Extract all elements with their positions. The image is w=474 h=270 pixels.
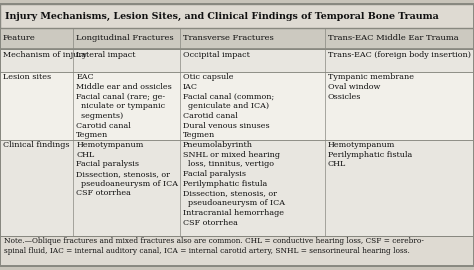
Bar: [0, 236, 474, 266]
Text: Trans-EAC Middle Ear Trauma: Trans-EAC Middle Ear Trauma: [328, 34, 458, 42]
Bar: [0, 4, 474, 28]
Bar: [73, 72, 180, 140]
Bar: [73, 49, 180, 72]
Bar: [73, 140, 180, 236]
Bar: [0, 28, 474, 49]
Text: Hemotympanum
CHL
Facial paralysis
Dissection, stenosis, or
  pseudoaneurysm of I: Hemotympanum CHL Facial paralysis Dissec…: [76, 141, 178, 197]
Text: Note.—Oblique fractures and mixed fractures also are common. CHL = conductive he: Note.—Oblique fractures and mixed fractu…: [4, 237, 424, 255]
Bar: [0, 140, 73, 236]
Bar: [0, 49, 474, 72]
Text: Pneumolabyrinth
SNHL or mixed hearing
  loss, tinnitus, vertigo
Facial paralysis: Pneumolabyrinth SNHL or mixed hearing lo…: [183, 141, 285, 227]
Text: Feature: Feature: [3, 34, 36, 42]
Text: Transverse Fractures: Transverse Fractures: [183, 34, 273, 42]
Bar: [325, 28, 474, 49]
Bar: [325, 140, 474, 236]
Bar: [325, 49, 474, 72]
Text: Lesion sites: Lesion sites: [3, 73, 51, 81]
Text: Mechanism of injury: Mechanism of injury: [3, 50, 87, 59]
Bar: [73, 28, 180, 49]
Bar: [0, 28, 73, 49]
Text: Trans-EAC (foreign body insertion): Trans-EAC (foreign body insertion): [328, 50, 471, 59]
Text: Injury Mechanisms, Lesion Sites, and Clinical Findings of Temporal Bone Trauma: Injury Mechanisms, Lesion Sites, and Cli…: [5, 12, 438, 21]
Bar: [0, 72, 73, 140]
Text: Tympanic membrane
Oval window
Ossicles: Tympanic membrane Oval window Ossicles: [328, 73, 413, 101]
Bar: [0, 140, 474, 236]
Text: Clinical findings: Clinical findings: [3, 141, 69, 149]
Text: Hemotympanum
Perilymphatic fistula
CHL: Hemotympanum Perilymphatic fistula CHL: [328, 141, 412, 168]
Text: Otic capsule
IAC
Facial canal (common;
  geniculate and ICA)
Carotid canal
Dural: Otic capsule IAC Facial canal (common; g…: [183, 73, 274, 139]
Bar: [0, 4, 474, 28]
Bar: [180, 140, 325, 236]
Bar: [0, 72, 474, 140]
Bar: [180, 28, 325, 49]
Text: Lateral impact: Lateral impact: [76, 50, 136, 59]
Bar: [325, 72, 474, 140]
Bar: [0, 236, 474, 266]
Bar: [180, 49, 325, 72]
Text: Longitudinal Fractures: Longitudinal Fractures: [76, 34, 174, 42]
Bar: [0, 49, 73, 72]
Text: EAC
Middle ear and ossicles
Facial canal (rare; ge-
  niculate or tympanic
  seg: EAC Middle ear and ossicles Facial canal…: [76, 73, 172, 139]
Text: Occipital impact: Occipital impact: [183, 50, 250, 59]
Bar: [180, 72, 325, 140]
